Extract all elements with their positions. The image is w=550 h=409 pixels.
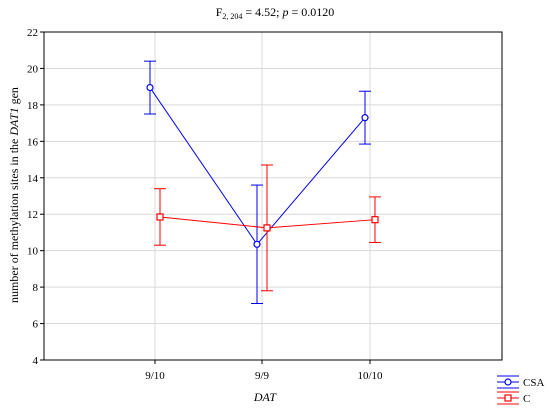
- plot-frame: [43, 31, 503, 361]
- y-tick-label: 18: [27, 100, 39, 112]
- y-axis-title-italic: DAT1: [7, 107, 21, 136]
- legend-label: CSA: [523, 377, 544, 389]
- x-axis-title: DAT: [253, 390, 278, 404]
- y-tick-label: 16: [27, 136, 39, 148]
- y-tick-label: 22: [27, 27, 38, 39]
- data-point: [371, 216, 379, 224]
- chart-title: F2, 204 = 4.52; p = 0.0120: [216, 5, 335, 21]
- legend-item-c: C: [497, 391, 530, 405]
- y-axis-title: number of methylation sites in the DAT1 …: [7, 87, 21, 303]
- title-middle: = 4.52;: [242, 5, 282, 19]
- title-subscript: 2, 204: [222, 12, 242, 21]
- title-p-label: p: [282, 5, 289, 19]
- data-point: [361, 114, 369, 122]
- series: [144, 60, 381, 305]
- title-suffix: = 0.0120: [289, 5, 335, 19]
- data-point: [263, 224, 271, 232]
- y-axis-title-after: gen: [7, 87, 21, 107]
- legend: CSA C: [497, 375, 544, 405]
- title-prefix: F: [216, 5, 223, 19]
- y-tick-label: 20: [27, 63, 39, 75]
- legend-marker: [504, 378, 512, 386]
- y-tick-label: 6: [33, 319, 39, 331]
- y-tick-label: 4: [33, 355, 39, 367]
- y-axis-title-before: number of methylation sites in the: [7, 136, 21, 303]
- legend-marker: [504, 394, 512, 402]
- x-tick-label: 9/10: [145, 370, 165, 382]
- x-tick-label: 9/9: [255, 370, 270, 382]
- series-c: [154, 164, 381, 292]
- legend-item-csa: CSA: [497, 375, 544, 389]
- data-point: [146, 83, 154, 92]
- x-tick-label: 10/10: [357, 370, 383, 382]
- axes: 4 6 8 10 12 14 16 18 20 22 9/10 9/9 10/10: [27, 27, 503, 382]
- y-tick-label: 14: [27, 173, 39, 185]
- y-tick-label: 8: [33, 282, 39, 294]
- data-point: [156, 213, 164, 221]
- y-tick-label: 10: [27, 246, 39, 258]
- y-tick-label: 12: [27, 209, 38, 221]
- grid: [44, 31, 502, 361]
- series-csa: [144, 60, 371, 305]
- legend-label: C: [523, 393, 530, 405]
- data-point: [253, 240, 261, 248]
